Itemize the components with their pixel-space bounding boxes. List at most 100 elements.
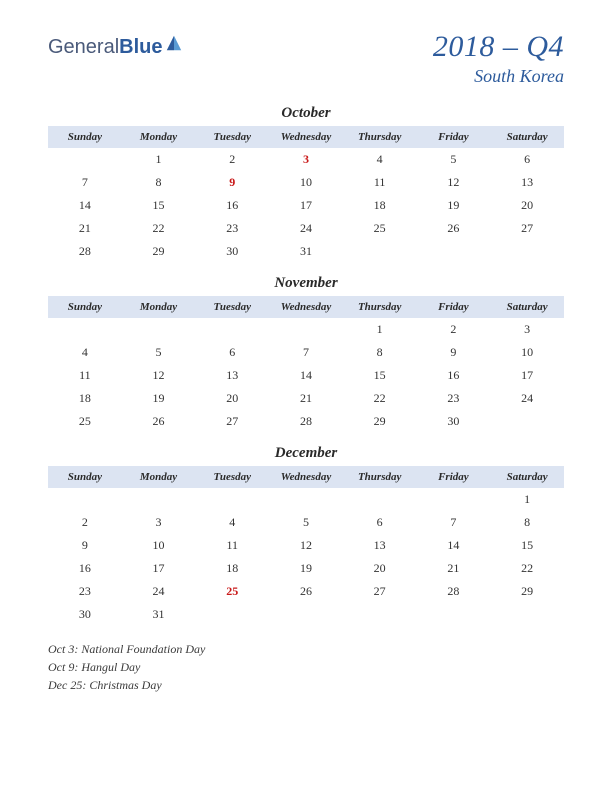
calendar-table: SundayMondayTuesdayWednesdayThursdayFrid… <box>48 466 564 626</box>
calendar-day-cell <box>48 148 122 171</box>
day-header: Wednesday <box>269 466 343 488</box>
calendar-day-cell <box>48 488 122 511</box>
calendar-day-cell <box>343 603 417 626</box>
calendar-day-cell: 20 <box>343 557 417 580</box>
calendar-day-cell: 10 <box>269 171 343 194</box>
calendar-day-cell: 13 <box>490 171 564 194</box>
calendar-day-cell <box>48 318 122 341</box>
calendar-day-cell <box>417 603 491 626</box>
calendar-day-cell: 17 <box>269 194 343 217</box>
calendar-day-cell: 27 <box>195 410 269 433</box>
calendar-day-cell <box>490 240 564 263</box>
calendar-day-cell: 22 <box>122 217 196 240</box>
calendar-day-cell: 10 <box>122 534 196 557</box>
calendar-day-cell: 22 <box>343 387 417 410</box>
months-container: OctoberSundayMondayTuesdayWednesdayThurs… <box>48 105 564 626</box>
calendar-day-cell: 8 <box>343 341 417 364</box>
calendar-day-cell: 14 <box>269 364 343 387</box>
calendar-day-cell: 9 <box>417 341 491 364</box>
calendar-day-cell: 6 <box>195 341 269 364</box>
calendar-day-cell: 20 <box>490 194 564 217</box>
calendar-day-cell: 18 <box>343 194 417 217</box>
calendar-day-cell: 17 <box>122 557 196 580</box>
calendar-day-cell: 31 <box>269 240 343 263</box>
day-header: Friday <box>417 296 491 318</box>
calendar-table: SundayMondayTuesdayWednesdayThursdayFrid… <box>48 296 564 433</box>
day-header: Wednesday <box>269 296 343 318</box>
calendar-day-cell: 12 <box>122 364 196 387</box>
holiday-entry: Dec 25: Christmas Day <box>48 676 564 694</box>
calendar-day-cell <box>122 318 196 341</box>
calendar-day-cell: 13 <box>195 364 269 387</box>
calendar-day-cell: 30 <box>195 240 269 263</box>
day-header: Monday <box>122 126 196 148</box>
calendar-day-cell <box>195 318 269 341</box>
month-title: November <box>48 275 564 292</box>
calendar-day-cell: 18 <box>48 387 122 410</box>
calendar-day-cell: 7 <box>48 171 122 194</box>
page-header: GeneralBlue 2018 – Q4 South Korea <box>48 30 564 87</box>
day-header: Sunday <box>48 466 122 488</box>
calendar-day-cell: 28 <box>48 240 122 263</box>
day-header: Thursday <box>343 296 417 318</box>
month-block: DecemberSundayMondayTuesdayWednesdayThur… <box>48 445 564 626</box>
calendar-day-cell: 4 <box>195 511 269 534</box>
day-header: Sunday <box>48 126 122 148</box>
calendar-day-cell <box>269 603 343 626</box>
page-subtitle: South Korea <box>433 66 564 87</box>
calendar-week-row: 3031 <box>48 603 564 626</box>
month-block: November SundayMondayTuesdayWednesdayThur… <box>48 275 564 433</box>
calendar-day-cell: 7 <box>269 341 343 364</box>
calendar-week-row: 21222324252627 <box>48 217 564 240</box>
calendar-day-cell: 27 <box>343 580 417 603</box>
calendar-day-cell: 19 <box>122 387 196 410</box>
calendar-day-cell: 8 <box>490 511 564 534</box>
day-header: Tuesday <box>195 296 269 318</box>
day-header: Thursday <box>343 466 417 488</box>
calendar-day-cell: 6 <box>490 148 564 171</box>
page-title: 2018 – Q4 <box>433 30 564 64</box>
calendar-day-cell <box>269 318 343 341</box>
day-header: Friday <box>417 466 491 488</box>
calendar-day-cell: 7 <box>417 511 491 534</box>
holiday-list: Oct 3: National Foundation DayOct 9: Han… <box>48 640 564 694</box>
calendar-day-cell: 16 <box>48 557 122 580</box>
calendar-day-cell: 23 <box>48 580 122 603</box>
calendar-day-cell: 30 <box>417 410 491 433</box>
calendar-week-row: 14151617181920 <box>48 194 564 217</box>
calendar-day-cell: 4 <box>343 148 417 171</box>
calendar-week-row: 9101112131415 <box>48 534 564 557</box>
calendar-day-cell: 15 <box>490 534 564 557</box>
calendar-week-row: 78910111213 <box>48 171 564 194</box>
calendar-week-row: 2345678 <box>48 511 564 534</box>
calendar-day-cell: 21 <box>48 217 122 240</box>
calendar-day-cell <box>417 240 491 263</box>
calendar-page: GeneralBlue 2018 – Q4 South Korea Octobe… <box>0 0 612 714</box>
calendar-day-cell: 11 <box>195 534 269 557</box>
calendar-week-row: 11121314151617 <box>48 364 564 387</box>
day-header: Saturday <box>490 466 564 488</box>
calendar-day-cell: 5 <box>417 148 491 171</box>
holiday-entry: Oct 3: National Foundation Day <box>48 640 564 658</box>
logo-text-blue: Blue <box>119 36 162 59</box>
calendar-day-cell: 27 <box>490 217 564 240</box>
title-block: 2018 – Q4 South Korea <box>433 30 564 87</box>
calendar-day-cell: 3 <box>269 148 343 171</box>
day-header: Monday <box>122 296 196 318</box>
calendar-day-cell: 2 <box>48 511 122 534</box>
calendar-day-cell: 25 <box>48 410 122 433</box>
calendar-day-cell: 19 <box>417 194 491 217</box>
calendar-day-cell: 1 <box>343 318 417 341</box>
calendar-day-cell: 14 <box>48 194 122 217</box>
calendar-day-cell: 25 <box>195 580 269 603</box>
calendar-day-cell: 26 <box>417 217 491 240</box>
logo-mark-icon <box>165 34 183 52</box>
calendar-day-cell: 13 <box>343 534 417 557</box>
calendar-day-cell: 17 <box>490 364 564 387</box>
calendar-week-row: 123 <box>48 318 564 341</box>
calendar-day-cell: 28 <box>269 410 343 433</box>
calendar-day-cell: 9 <box>48 534 122 557</box>
calendar-day-cell <box>343 240 417 263</box>
calendar-day-cell: 3 <box>122 511 196 534</box>
calendar-day-cell: 31 <box>122 603 196 626</box>
